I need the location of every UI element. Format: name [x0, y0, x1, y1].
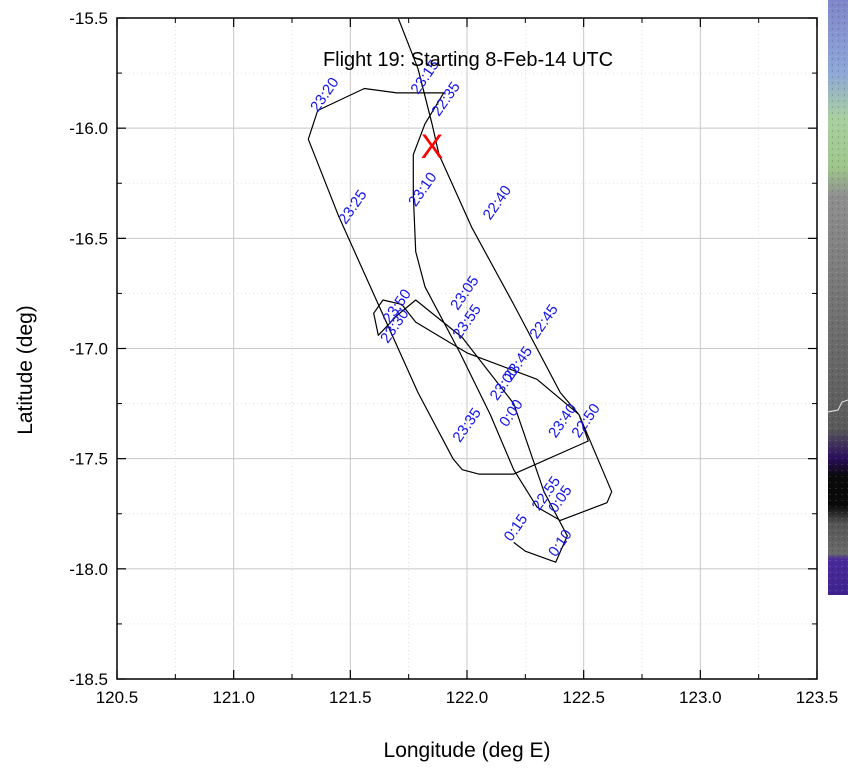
flight-track: [307, 18, 613, 563]
axis-ticks: 120.5 121.0 121.5 122.0 122.5 123.0 123.5 -15.5…: [69, 9, 838, 707]
y-tick-label: -18.5: [69, 670, 108, 689]
x-axis-label: Longitude (deg E): [384, 739, 551, 762]
time-label: 22:: [389, 0, 415, 20]
plot-frame: [116, 17, 818, 680]
x-tick-label: 122.5: [562, 688, 605, 707]
y-tick-label: -15.5: [69, 9, 108, 28]
y-tick-label: -16.0: [69, 119, 108, 138]
x-tick-label: 123.0: [679, 688, 722, 707]
position-marker: X: [421, 128, 444, 166]
marker-symbol: X: [421, 128, 444, 166]
chart-title: Flight 19: Starting 8-Feb-14 UTC: [323, 49, 613, 71]
satellite-image-strip: [827, 0, 848, 595]
grid-lines: [117, 18, 817, 679]
flight-track-line: [307, 18, 613, 563]
y-tick-label: -16.5: [69, 229, 108, 248]
y-tick-label: -17.0: [69, 340, 108, 359]
x-tick-label: 120.5: [96, 688, 139, 707]
y-axis-label: Latitude (deg): [14, 305, 37, 435]
x-tick-label: 121.5: [329, 688, 372, 707]
y-tick-label: -17.5: [69, 450, 108, 469]
y-tick-label: -18.0: [69, 560, 108, 579]
x-tick-label: 121.0: [212, 688, 255, 707]
x-tick-label: 123.5: [796, 688, 839, 707]
x-tick-label: 122.0: [446, 688, 489, 707]
